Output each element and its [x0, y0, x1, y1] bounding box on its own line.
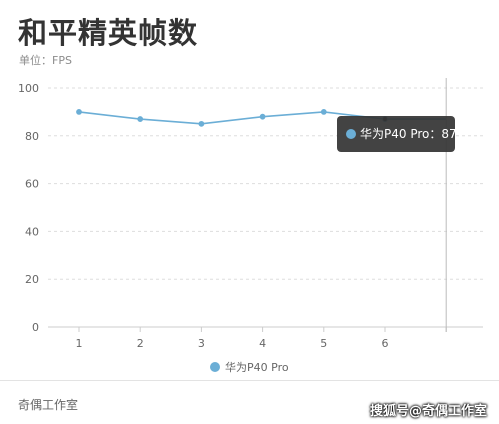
legend[interactable]: 华为P40 Pro: [210, 360, 289, 374]
tooltip-series-dot: [346, 129, 356, 139]
legend-series-label: 华为P40 Pro: [225, 360, 289, 374]
data-point[interactable]: [137, 116, 144, 122]
y-tick-label: 20: [25, 273, 39, 286]
legend-series-dot: [210, 362, 220, 372]
x-tick-label: 1: [76, 337, 83, 350]
y-tick-label: 40: [25, 225, 39, 238]
tooltip-background: [337, 116, 455, 152]
data-point[interactable]: [76, 109, 82, 115]
unit-label: 单位：FPS: [19, 54, 72, 67]
page-title: 和平精英帧数: [18, 16, 199, 50]
tooltip-separator: ：: [429, 127, 441, 141]
tooltip-text: 华为P40 Pro：87: [360, 127, 457, 141]
y-tick-label: 0: [32, 321, 39, 334]
x-tick-label: 5: [320, 337, 327, 350]
tooltip-value: 87: [441, 127, 456, 141]
footer-source: 奇偶工作室: [18, 398, 79, 412]
data-point[interactable]: [198, 120, 205, 127]
data-point[interactable]: [320, 109, 327, 115]
data-point[interactable]: [259, 113, 266, 120]
tooltip-series-name: 华为P40 Pro: [360, 127, 429, 141]
x-tick-label: 3: [198, 337, 205, 350]
tooltip: 华为P40 Pro：87: [337, 116, 457, 152]
x-tick-label: 2: [137, 337, 144, 350]
footer-divider: [0, 380, 499, 381]
x-tick-label: 4: [259, 337, 266, 350]
y-tick-label: 60: [25, 178, 39, 191]
watermark: 搜狐号@奇偶工作室: [369, 404, 487, 419]
y-tick-label: 100: [18, 82, 39, 95]
x-tick-label: 6: [382, 337, 389, 350]
y-tick-label: 80: [25, 130, 39, 143]
